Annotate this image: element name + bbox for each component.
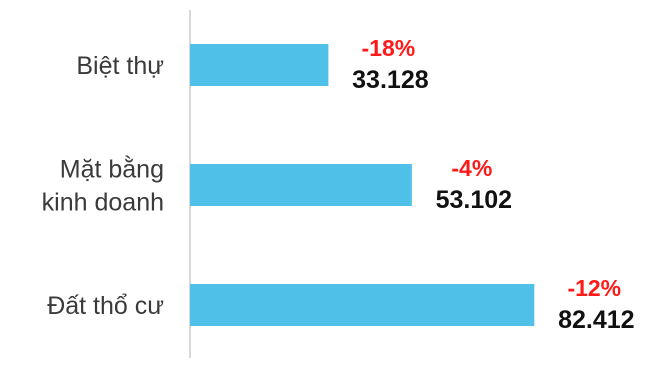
category-label-line: Đất thổ cư <box>47 292 164 320</box>
category-label-line: kinh doanh <box>42 189 164 217</box>
change-label-3: -12% <box>567 275 621 301</box>
bar-2 <box>190 164 412 206</box>
category-label-line: Mặt bằng <box>60 155 164 184</box>
category-label-3: Đất thổ cư <box>47 292 164 320</box>
value-label-1: 33.128 <box>352 66 429 94</box>
category-label-1: Biệt thự <box>76 52 164 80</box>
bars-layer <box>190 44 535 326</box>
bar-3 <box>190 284 535 326</box>
category-label-line: Biệt thự <box>76 52 164 80</box>
category-label-2: Mặt bằng kinh doanh <box>42 155 164 217</box>
value-label-3: 82.412 <box>558 306 634 334</box>
change-label-1: -18% <box>362 35 416 61</box>
bar-1 <box>190 44 329 86</box>
value-label-2: 53.102 <box>436 186 512 214</box>
labels-layer: Biệt thự -18% 33.128 Mặt bằng kinh doanh -4% 5… <box>42 35 635 334</box>
change-label-2: -4% <box>451 155 492 181</box>
